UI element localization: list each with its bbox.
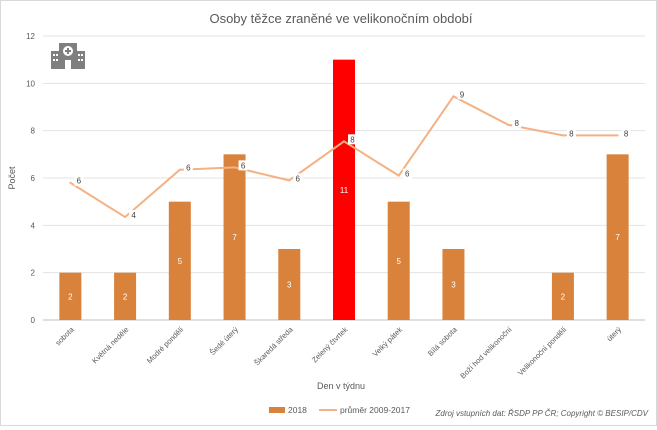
y-tick-label: 0: [31, 316, 36, 325]
x-tick-label: úterý: [605, 325, 623, 343]
x-tick-label: Zelený čtvrtek: [310, 325, 350, 365]
bar-data-label: 3: [451, 281, 456, 290]
hospital-icon: [51, 43, 85, 69]
bar-Bílá sobota: [442, 249, 465, 320]
x-tick-label: Šedé úterý: [208, 325, 240, 357]
bar-data-label: 7: [232, 233, 237, 242]
x-tick-label: Škaredá středa: [252, 324, 295, 367]
line-label-bg: [129, 210, 139, 221]
line-data-label: 6: [186, 164, 191, 173]
line-label-bg: [74, 175, 84, 186]
line-label-bg: [512, 117, 522, 128]
average-point: [507, 123, 510, 126]
bar-Šedé úterý: [223, 154, 246, 320]
average-point: [616, 134, 619, 137]
bar-Velikonoční pondělí: [551, 272, 574, 320]
x-tick-label: Velký pátek: [371, 325, 405, 359]
bar-Zelený čtvrtek: [333, 59, 355, 321]
bar-data-label: 5: [178, 257, 183, 266]
source-note: Zdroj vstupních dat: ŘSDP PP ČR; Copyrig…: [435, 409, 649, 418]
bar-data-label: 5: [397, 257, 402, 266]
bar-data-label: 2: [123, 292, 128, 301]
y-axis-label: Počet: [7, 166, 17, 190]
legend-label-2018: 2018: [288, 405, 307, 415]
bar-data-label: 2: [68, 292, 73, 301]
y-tick-label: 8: [31, 127, 36, 136]
x-tick-label: Bílá sobota: [426, 324, 459, 357]
x-axis-label: Den v týdnu: [317, 381, 365, 391]
line-data-label: 6: [405, 170, 410, 179]
line-data-label: 8: [350, 135, 355, 144]
y-tick-label: 12: [26, 32, 35, 41]
average-point: [452, 95, 455, 98]
bar-Velký pátek: [387, 201, 410, 320]
line-label-bg: [621, 128, 631, 139]
bar-úterý: [606, 154, 629, 320]
bar-data-label: 7: [615, 233, 620, 242]
legend-swatch-2018: [269, 407, 285, 413]
y-tick-label: 4: [31, 221, 36, 230]
line-label-bg: [183, 162, 193, 173]
chart-title: Osoby těžce zraněné ve velikonočním obdo…: [209, 11, 472, 26]
y-tick-label: 6: [31, 174, 36, 183]
bar-data-label: 11: [340, 186, 349, 195]
average-point: [397, 174, 400, 177]
line-label-bg: [293, 173, 303, 184]
bar-Modré pondělí: [168, 201, 191, 320]
average-point: [124, 216, 127, 219]
line-label-bg: [457, 89, 467, 100]
average-point: [69, 181, 72, 184]
x-tick-label: sobota: [53, 324, 76, 347]
average-point: [288, 179, 291, 182]
line-data-label: 4: [131, 211, 136, 220]
legend-label-average: průměr 2009-2017: [340, 405, 410, 415]
x-tick-label: Květná neděle: [90, 325, 130, 365]
y-tick-label: 2: [31, 269, 36, 278]
line-label-bg: [348, 134, 357, 145]
line-data-label: 9: [460, 90, 465, 99]
y-tick-label: 10: [26, 79, 35, 88]
line-label-bg: [238, 160, 248, 171]
line-data-label: 6: [296, 174, 301, 183]
average-point: [561, 134, 564, 137]
x-tick-label: Velikonoční pondělí: [516, 324, 569, 377]
bar-data-label: 2: [561, 292, 566, 301]
line-data-label: 8: [569, 129, 574, 138]
line-data-label: 6: [241, 161, 246, 170]
bar-Květná neděle: [114, 272, 137, 320]
line-data-label: 6: [77, 177, 82, 186]
bar-sobota: [59, 272, 82, 320]
line-label-bg: [566, 128, 576, 139]
x-tick-label: Modré pondělí: [145, 324, 186, 365]
line-label-bg: [402, 168, 412, 179]
x-tick-label: Boží hod velikonoční: [458, 324, 514, 380]
average-point: [233, 166, 236, 169]
average-point: [343, 140, 345, 143]
legend: 2018 průměr 2009-2017: [269, 405, 410, 415]
line-data-label: 8: [624, 129, 629, 138]
bar-data-label: 3: [287, 281, 292, 290]
bar-Škaredá středa: [278, 249, 301, 320]
line-data-label: 8: [514, 119, 519, 128]
average-point: [178, 168, 181, 171]
